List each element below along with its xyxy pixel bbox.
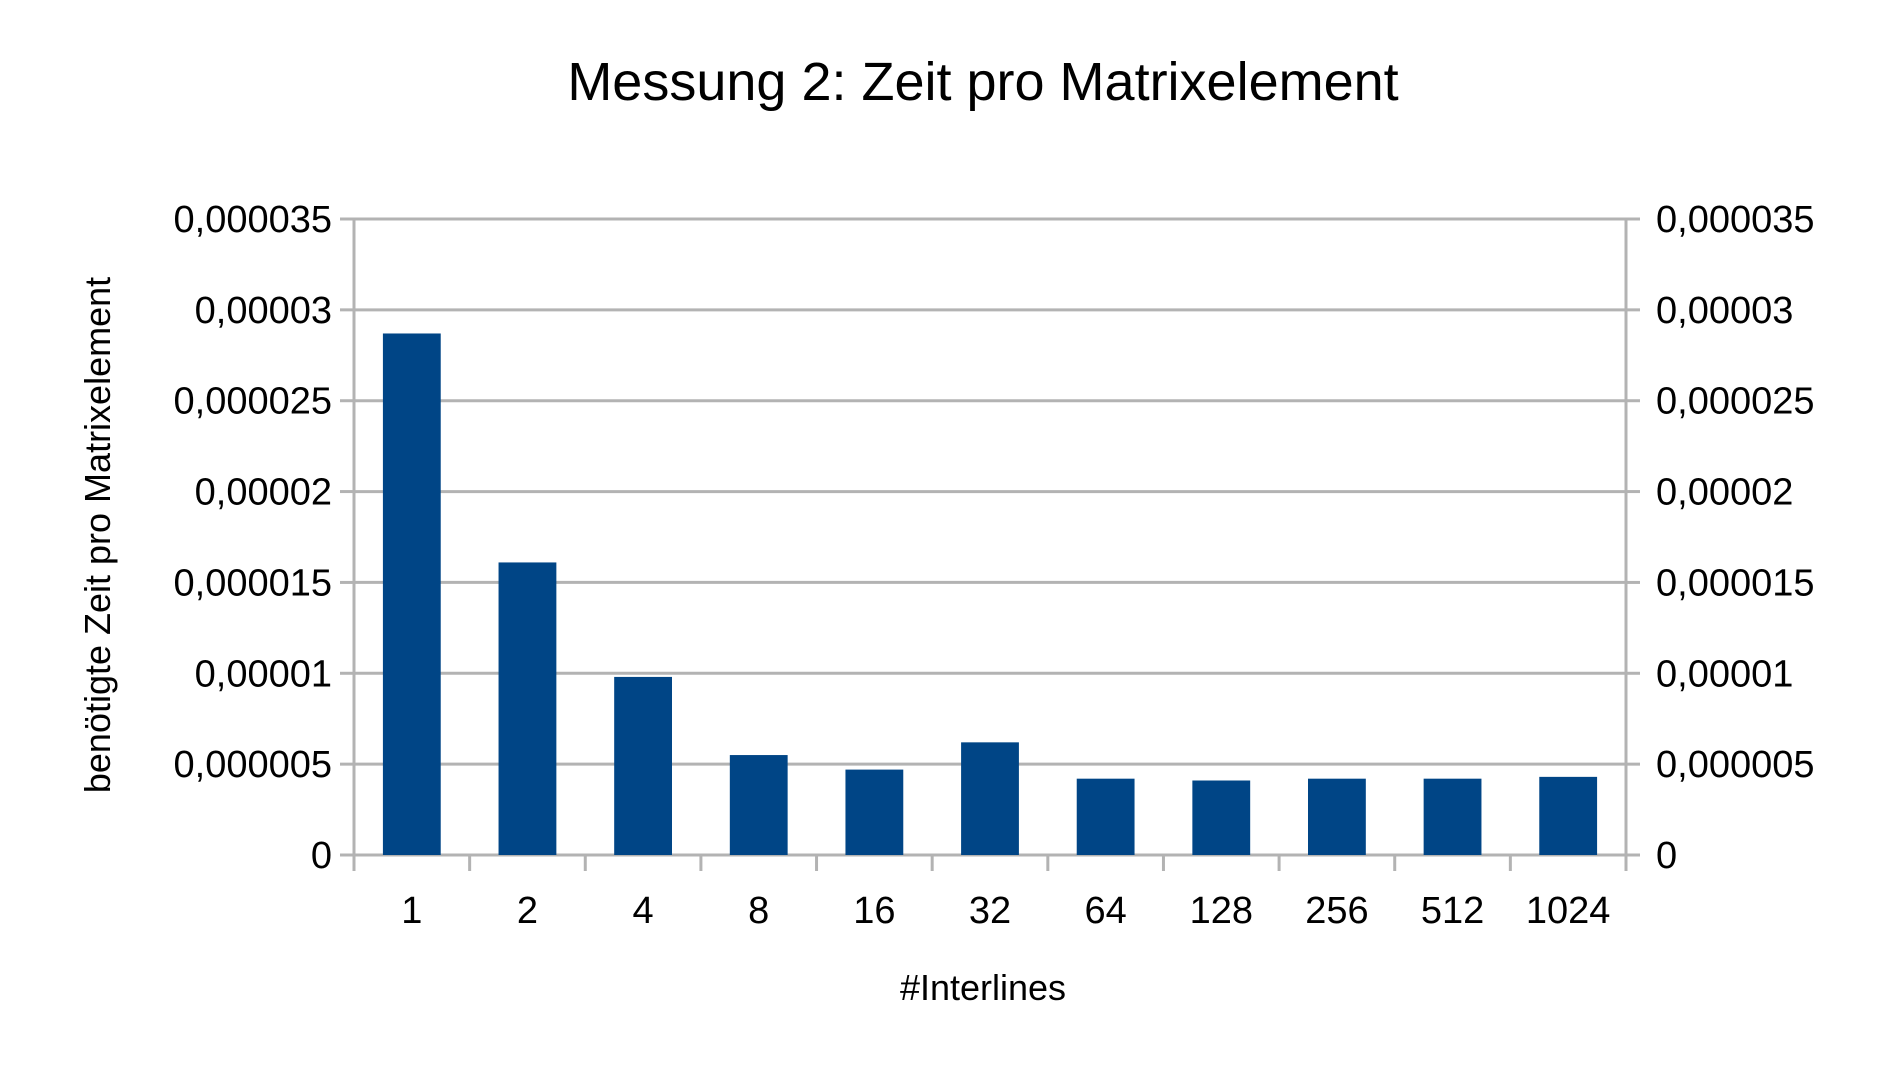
bar bbox=[614, 676, 672, 855]
bar bbox=[1192, 780, 1251, 855]
bar bbox=[1308, 778, 1366, 855]
chart-title: Messung 2: Zeit pro Matrixelement bbox=[567, 52, 1398, 112]
y-tick-label-right: 0,000035 bbox=[1656, 199, 1815, 241]
bar bbox=[729, 755, 788, 855]
y-axis-right-tick-labels: 0 0,000005 0,00001 0,000015 0,00002 0,000025 0… bbox=[1656, 199, 1815, 877]
bar bbox=[1076, 778, 1135, 855]
y-tick-label-right: 0,00003 bbox=[1656, 290, 1793, 332]
y-tick-label-left: 0,000035 bbox=[174, 199, 333, 241]
x-tick-label: 2 bbox=[517, 890, 538, 932]
y-tick-label-left: 0,000025 bbox=[174, 381, 333, 423]
y-tick-label-right: 0,000005 bbox=[1656, 744, 1815, 786]
y-tick-label-right: 0,00002 bbox=[1656, 472, 1793, 514]
x-tick-label: 256 bbox=[1305, 890, 1368, 932]
y-tick-label-left: 0,00003 bbox=[195, 290, 332, 332]
y-tick-label-left: 0,000015 bbox=[174, 562, 333, 604]
x-tick-label: 8 bbox=[748, 890, 769, 932]
y-tick-label-left: 0,000005 bbox=[174, 744, 333, 786]
y-axis-title: benötigte Zeit pro Matrixelement bbox=[77, 277, 118, 793]
bar bbox=[382, 333, 441, 856]
x-tick-label: 128 bbox=[1190, 890, 1253, 932]
bar bbox=[961, 742, 1019, 855]
x-tick-label: 4 bbox=[633, 890, 654, 932]
x-tick-label: 64 bbox=[1084, 890, 1126, 932]
y-axis-left-tick-labels: 0 0,000005 0,00001 0,000015 0,00002 0,000025 0… bbox=[174, 199, 333, 877]
gridlines bbox=[354, 217, 1626, 766]
y-tick-label-right: 0,00001 bbox=[1656, 653, 1793, 695]
x-tick-label: 512 bbox=[1421, 890, 1484, 932]
y-tick-label-left: 0,00001 bbox=[195, 653, 332, 695]
bars bbox=[382, 333, 1598, 856]
y-tick-label-right: 0,000025 bbox=[1656, 381, 1815, 423]
y-tick-label-left: 0,00002 bbox=[195, 472, 332, 514]
bar bbox=[845, 769, 904, 855]
y-tick-label-right: 0,000015 bbox=[1656, 562, 1815, 604]
bar bbox=[1539, 776, 1598, 855]
x-tick-label: 32 bbox=[969, 890, 1011, 932]
x-tick-label: 1024 bbox=[1526, 890, 1611, 932]
y-tick-label-right: 0 bbox=[1656, 835, 1677, 877]
x-axis-title: #Interlines bbox=[900, 967, 1066, 1008]
x-axis-tick-labels: 1 2 4 8 16 32 64 128 256 512 1024 bbox=[401, 890, 1610, 932]
y-tick-label-left: 0 bbox=[311, 835, 332, 877]
x-tick-label: 1 bbox=[401, 890, 422, 932]
bar bbox=[498, 562, 557, 855]
bar bbox=[1423, 778, 1482, 855]
x-tick-label: 16 bbox=[853, 890, 895, 932]
